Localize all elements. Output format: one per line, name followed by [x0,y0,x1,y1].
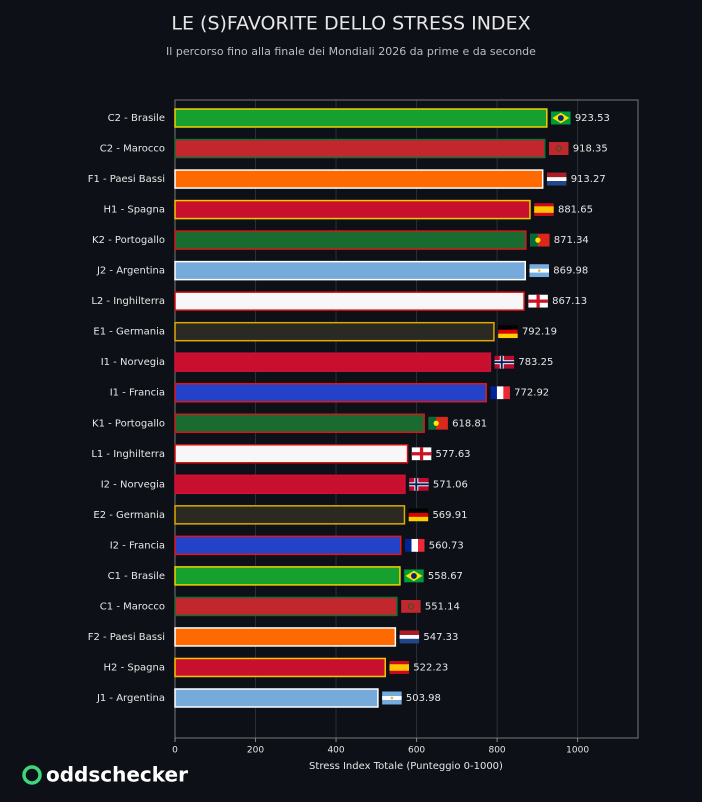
x-tick-label: 0 [172,746,178,756]
value-label: 871.34 [554,235,589,246]
flag [389,660,410,674]
y-tick-label: C1 - Marocco [100,601,165,612]
bar [174,444,409,464]
y-tick-label: C2 - Marocco [100,144,165,155]
flag [534,203,554,217]
flag [530,233,550,247]
value-label: 923.53 [575,113,610,124]
y-tick-label: L1 - Inghilterra [91,449,165,460]
y-tick-label: C1 - Brasile [108,571,165,582]
logo-text: oddschecker [46,763,188,787]
flag [382,691,402,705]
y-tick-label: K2 - Portogallo [92,235,165,246]
y-tick-label: L2 - Inghilterra [91,296,165,307]
flag [529,264,550,278]
y-tick-label: J2 - Argentina [96,266,165,277]
value-label: 558.67 [428,571,463,582]
flag [551,111,571,125]
y-tick-label: I2 - Norvegia [101,479,165,490]
bar [174,199,531,220]
chart-title: LE (S)FAVORITE DELLO STRESS INDEX [171,13,530,35]
y-tick-label: F1 - Paesi Bassi [88,174,165,185]
flag [528,294,548,308]
y-tick-label: C2 - Brasile [108,113,165,124]
value-label: 577.63 [436,449,471,460]
x-axis-label: Stress Index Totale (Punteggio 0-1000) [309,761,503,772]
y-tick-label: K1 - Portogallo [92,418,165,429]
bar [174,321,495,342]
bar [174,627,397,647]
flag [400,599,421,613]
bar [174,474,406,495]
chart-subtitle: Il percorso fino alla finale dei Mondial… [166,45,536,58]
bar [174,169,544,189]
flag [494,355,515,369]
x-tick-label: 600 [408,746,425,756]
flag [546,172,567,186]
value-label: 792.19 [522,327,557,338]
y-tick-label: E1 - Germania [93,327,165,338]
bar [174,382,487,403]
value-label: 913.27 [571,174,606,185]
y-tick-label: I1 - Francia [110,388,165,399]
value-label: 783.25 [518,357,553,368]
value-label: 569.91 [432,510,467,521]
flag [405,538,425,552]
bar [174,138,546,159]
value-label: 881.65 [558,205,593,216]
flag [399,630,420,644]
logo-icon [22,765,42,785]
bar [174,352,492,372]
flag [548,142,569,156]
y-tick-label: E2 - Germania [93,510,165,521]
flag [408,508,429,522]
x-tick-label: 1000 [566,746,589,756]
bar [174,260,527,281]
bar [174,596,398,617]
logo: oddschecker [22,763,188,787]
x-tick-label: 200 [247,746,264,756]
value-label: 618.81 [452,418,487,429]
y-tick-label: H1 - Spagna [104,205,165,216]
x-tick-label: 400 [327,746,344,756]
value-label: 867.13 [552,296,587,307]
value-label: 772.92 [514,388,549,399]
y-tick-label: I1 - Norvegia [101,357,165,368]
value-label: 869.98 [553,266,588,277]
bar [174,230,527,250]
value-label: 551.14 [425,601,460,612]
value-label: 522.23 [413,662,448,673]
value-label: 918.35 [573,144,608,155]
y-tick-label: J1 - Argentina [96,693,165,704]
bar [174,688,379,708]
bar [174,291,525,311]
x-tick-label: 800 [488,746,505,756]
y-tick-label: H2 - Spagna [104,662,165,673]
bar [174,413,425,434]
bar [174,535,402,556]
flag [409,477,429,491]
value-label: 503.98 [406,693,441,704]
bar [174,566,401,586]
y-tick-label: F2 - Paesi Bassi [88,632,165,643]
flag [498,325,518,339]
bar [174,657,387,678]
flag [404,569,424,583]
value-label: 571.06 [433,479,468,490]
flag [411,447,432,461]
bar [174,505,406,525]
value-label: 547.33 [423,632,458,643]
value-label: 560.73 [429,540,464,551]
y-tick-label: I2 - Francia [110,540,165,551]
flag [428,416,448,430]
bar [174,108,548,128]
flag [490,386,510,400]
